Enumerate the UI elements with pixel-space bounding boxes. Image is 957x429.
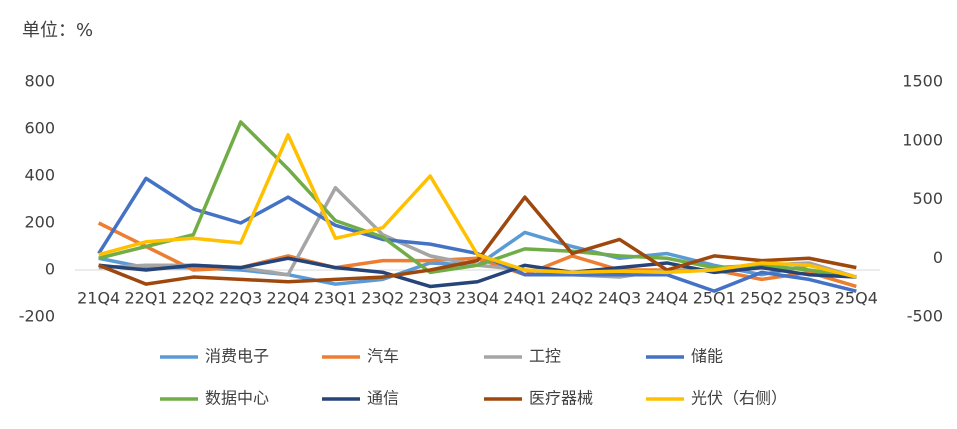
y-tick-label: 600 xyxy=(24,119,55,138)
y-tick-label: 800 xyxy=(24,72,55,91)
series-line xyxy=(98,256,857,289)
legend-label: 医疗器械 xyxy=(529,389,593,408)
x-tick-label: 25Q3 xyxy=(787,289,830,308)
series-line xyxy=(98,133,857,279)
legend-label: 消费电子 xyxy=(205,347,269,366)
x-tick-label: 23Q2 xyxy=(361,289,404,308)
series-line xyxy=(98,195,857,286)
legend-label: 汽车 xyxy=(367,347,399,366)
legend-label: 通信 xyxy=(367,389,399,408)
legend-label: 数据中心 xyxy=(205,389,269,408)
x-tick-label: 24Q4 xyxy=(645,289,688,308)
y2-tick-label: -500 xyxy=(907,307,943,326)
x-tick-label: 24Q2 xyxy=(551,289,594,308)
x-tick-label: 23Q1 xyxy=(314,289,357,308)
x-tick-label: 22Q3 xyxy=(219,289,262,308)
x-tick-label: 22Q4 xyxy=(267,289,310,308)
x-tick-label: 24Q1 xyxy=(503,289,546,308)
x-tick-label: 25Q1 xyxy=(693,289,736,308)
y2-tick-label: 1000 xyxy=(902,130,943,149)
x-tick-label: 23Q3 xyxy=(409,289,452,308)
y-tick-label: 400 xyxy=(24,166,55,185)
y-tick-label: -200 xyxy=(19,307,55,326)
x-tick-label: 23Q4 xyxy=(456,289,499,308)
x-tick-label: 24Q3 xyxy=(598,289,641,308)
legend-label: 工控 xyxy=(529,347,561,366)
legend-label: 光伏（右侧） xyxy=(691,389,787,408)
x-tick-label: 21Q4 xyxy=(77,289,120,308)
y2-tick-label: 1500 xyxy=(902,72,943,91)
y2-tick-label: 0 xyxy=(933,248,943,267)
legend-label: 储能 xyxy=(691,347,723,366)
x-tick-label: 25Q2 xyxy=(740,289,783,308)
y2-tick-label: 500 xyxy=(912,189,943,208)
y-tick-label: 200 xyxy=(24,213,55,232)
chart-title: 单位：% xyxy=(22,20,93,41)
x-tick-label: 25Q4 xyxy=(835,289,878,308)
x-tick-label: 22Q2 xyxy=(172,289,215,308)
x-tick-label: 22Q1 xyxy=(124,289,167,308)
y-tick-label: 0 xyxy=(45,260,55,279)
